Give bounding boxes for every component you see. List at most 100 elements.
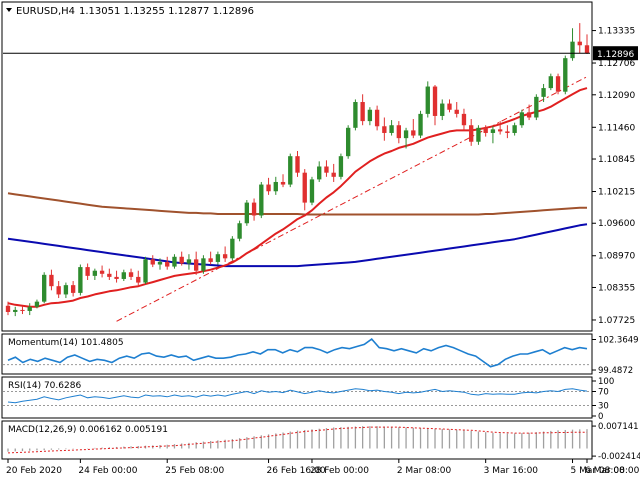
x-tick-label: 20 Feb 2020: [6, 466, 62, 476]
momentum-title: Momentum(14) 101.4805: [8, 338, 124, 348]
y-tick-label: 1.12706: [598, 59, 635, 69]
y-tick-label: 1.08970: [598, 252, 635, 262]
candle-bull: [244, 202, 250, 224]
candle-bull: [534, 96, 539, 118]
candle-bear: [432, 86, 438, 116]
candle-bear: [114, 276, 119, 279]
candle-bear: [266, 184, 271, 192]
momentum-line: [7, 338, 588, 368]
candles-group: [5, 23, 590, 317]
candle-bull: [157, 261, 163, 265]
ohlc-values: 1.13051 1.13255 1.12877 1.12896: [79, 6, 254, 17]
ma-short-line: [7, 87, 588, 308]
candle-bull: [288, 156, 293, 185]
candle-bear: [107, 273, 112, 277]
candle-bear: [324, 166, 329, 173]
candle-bear: [461, 113, 467, 126]
dropdown-triangle-icon[interactable]: [6, 8, 12, 12]
candle-bull: [519, 112, 525, 126]
ma-medium-line-group: [7, 223, 588, 268]
candle-bull: [186, 259, 192, 264]
candle-bear: [5, 305, 11, 312]
trendline-group[interactable]: [116, 75, 589, 322]
candle-bear: [584, 45, 590, 54]
candle-bear: [128, 272, 134, 277]
candle-bear: [577, 41, 582, 46]
candle-bull: [403, 130, 409, 139]
momentum-tick-label: 99.4872: [598, 366, 633, 376]
rsi-pane-frame: [1, 376, 593, 419]
candle-bull: [237, 223, 242, 239]
rsi-tick-label: 30: [598, 402, 609, 412]
ma-medium-line: [7, 223, 588, 268]
candle-bear: [165, 261, 170, 267]
macd-pane-frame: [1, 420, 593, 460]
candle-bear: [222, 254, 228, 259]
candle-bear: [295, 156, 300, 173]
candle-bear: [194, 259, 199, 271]
macd-group: 0.007141 -0.002414: [7, 422, 640, 462]
x-tick-label: 28 Feb 00:00: [310, 466, 369, 476]
candle-bear: [56, 286, 61, 295]
candle-bull: [418, 113, 423, 136]
y-tick-label: 1.10215: [598, 188, 635, 198]
ma-long-line: [7, 192, 587, 216]
rsi-line: [7, 388, 588, 404]
candle-bull: [143, 259, 148, 283]
candle-bull: [34, 301, 40, 307]
candle-bear: [331, 172, 336, 177]
momentum-pane-frame: [1, 333, 593, 375]
candle-bull: [172, 256, 177, 267]
candle-bear: [136, 276, 141, 283]
candle-bull: [27, 306, 32, 311]
y-tick-label: 1.07725: [598, 316, 635, 326]
candle-bear: [70, 285, 76, 293]
rsi-tick-label: 0: [598, 412, 603, 422]
candle-bear: [497, 129, 503, 132]
candle-bull: [13, 309, 18, 312]
candle-bear: [374, 109, 380, 127]
y-tick-label: 1.09600: [598, 219, 635, 229]
y-tick-label: 1.08355: [598, 283, 635, 293]
candle-bear: [150, 259, 155, 265]
candle-bull: [338, 156, 344, 177]
current-price-group: 1.12896: [3, 46, 638, 61]
current-price-label: 1.12896: [597, 50, 634, 60]
candle-bull: [63, 285, 69, 295]
candle-bear: [469, 125, 474, 142]
x-tick-label: 2 Mar 08:00: [397, 466, 452, 476]
candle-bull: [42, 274, 47, 302]
candle-bull: [367, 109, 373, 122]
candle-bull: [201, 258, 206, 271]
candle-bear: [85, 267, 90, 276]
y-tick-label: 1.11460: [598, 123, 635, 133]
candle-bull: [317, 166, 322, 180]
candle-bull: [476, 127, 481, 142]
candle-bull: [425, 86, 430, 114]
candle-bull: [563, 58, 568, 92]
candle-bull: [490, 129, 496, 133]
candle-bear: [454, 109, 459, 114]
candle-bull: [570, 41, 575, 59]
candle-bull: [309, 179, 315, 203]
momentum-group: 102.3649 99.4872: [3, 335, 639, 376]
macd-tick-label: -0.002414: [598, 452, 640, 462]
candle-bear: [447, 103, 452, 110]
candle-bull: [353, 102, 358, 128]
candle-bull: [215, 254, 221, 262]
candle-bull: [78, 267, 83, 293]
x-tick-label: 25 Feb 08:00: [165, 466, 224, 476]
candle-bear: [302, 172, 307, 203]
candle-bull: [389, 125, 394, 133]
x-tick-label: 26 Feb 16:00: [267, 466, 326, 476]
candle-bull: [440, 103, 445, 116]
y-tick-label: 1.10845: [598, 155, 635, 165]
y-tick-label: 1.13335: [598, 27, 635, 37]
main-pane-frame: [1, 1, 593, 332]
momentum-tick-label: 102.3649: [598, 335, 639, 345]
candle-bull: [92, 270, 98, 276]
candle-bull: [230, 238, 235, 259]
symbol-label: EURUSD,H4: [16, 6, 75, 17]
